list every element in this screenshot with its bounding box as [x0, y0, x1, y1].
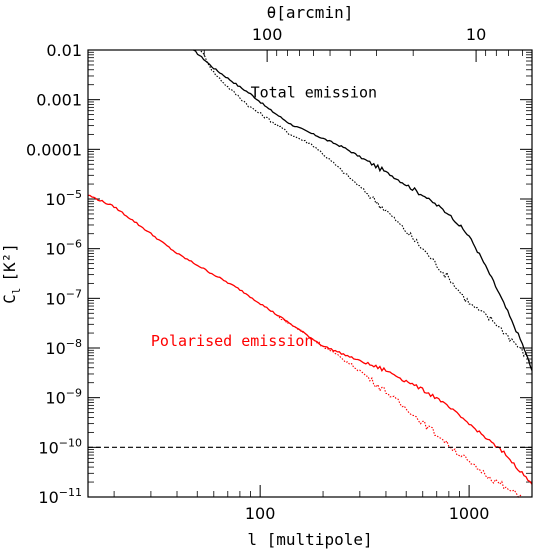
total-emission-label: Total emission	[251, 84, 377, 102]
y-tick-label: 0.001	[36, 91, 82, 110]
series-layer	[87, 49, 533, 498]
y-axis-label: Cl[K²]	[0, 243, 23, 304]
y-tick-label: 10−6	[45, 238, 82, 259]
x-tick-label: 1000	[449, 504, 490, 523]
y-tick-label: 10−5	[45, 188, 82, 209]
y-tick-label: 10−7	[45, 287, 82, 308]
y-tick-label: 10−11	[38, 486, 82, 507]
axis-ticks	[88, 49, 533, 498]
polarised-emission-label: Polarised emission	[151, 332, 314, 350]
polarised-emission-dotted-line	[276, 314, 523, 498]
x-tick-label: 100	[245, 504, 276, 523]
total-emission-line	[193, 49, 533, 371]
top-tick-label: 10	[466, 25, 486, 44]
labels-layer: 0.01 0.001 0.0001 10−5 10−6 10−7 10−8 10−9 10−10…	[0, 3, 489, 549]
top-tick-label: 100	[252, 25, 283, 44]
y-tick-label: 0.0001	[26, 140, 82, 159]
y-tick-label: 10−9	[45, 387, 82, 408]
x-axis-label: l [multipole]	[247, 530, 372, 549]
y-tick-label: 10−8	[45, 337, 82, 358]
plot-frame	[87, 49, 533, 498]
y-tick-label: 10−10	[38, 436, 82, 457]
y-tick-label: 0.01	[46, 41, 82, 60]
total-emission-dotted-line	[200, 50, 533, 364]
top-axis-label: θ[arcmin]	[267, 3, 354, 22]
